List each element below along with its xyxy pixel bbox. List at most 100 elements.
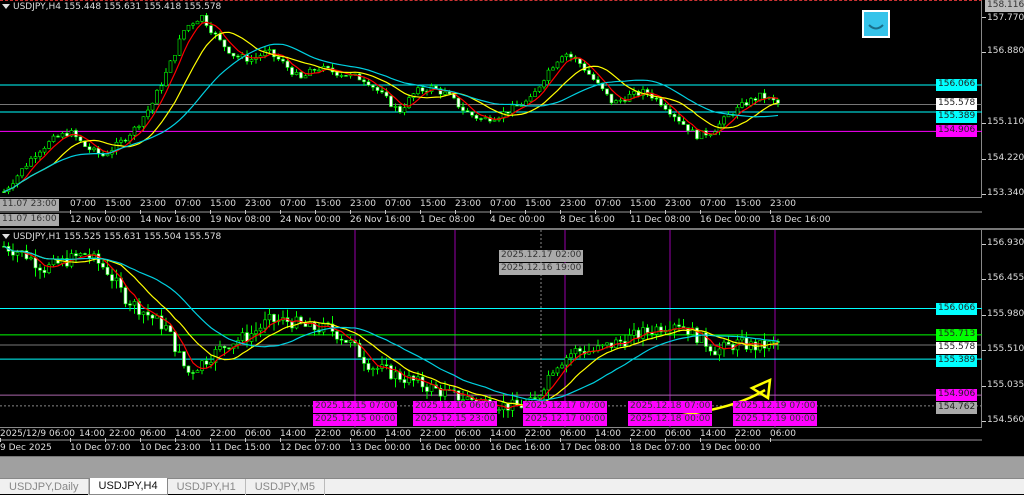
candle-body — [146, 311, 150, 316]
time-label: 23:00 — [245, 199, 271, 209]
candle-body — [78, 253, 83, 257]
candle-body — [344, 339, 348, 343]
moving-average-fast-line — [3, 21, 779, 193]
vertical-line-time-tag: 2025.12.16 06:00 — [413, 401, 498, 413]
time-tick — [735, 438, 736, 442]
collapse-triangle-icon[interactable] — [2, 4, 10, 9]
candle-body — [555, 61, 560, 69]
candle-body — [65, 132, 69, 137]
time-label: 14:00 — [700, 429, 726, 439]
candle-body — [380, 90, 384, 93]
candle-body — [159, 315, 164, 330]
time-tick — [455, 210, 456, 214]
horizontal-scrollbar[interactable] — [0, 456, 1024, 478]
chart-tabs: USDJPY,Daily USDJPY,H4 USDJPY,H1 USDJPY,M5 — [0, 478, 1024, 495]
candle-body — [240, 332, 245, 341]
candle-body — [74, 253, 78, 257]
h4-plot-area[interactable] — [0, 0, 982, 198]
candle-body — [339, 338, 344, 341]
candle-body — [254, 330, 258, 334]
candle-body — [569, 353, 573, 359]
time-tick — [455, 438, 456, 442]
candle-body — [461, 399, 465, 401]
time-label: 06:00 — [455, 429, 481, 439]
candle-body — [231, 52, 236, 57]
candle-body — [537, 395, 542, 399]
time-tick — [525, 210, 526, 214]
candle-body — [641, 327, 645, 339]
candle-body — [132, 126, 137, 136]
h1-chart-panel[interactable]: USDJPY,H1 155.525 155.631 155.504 155.57… — [0, 228, 1024, 456]
tab-usdjpy-h4[interactable]: USDJPY,H4 — [88, 478, 168, 495]
time-tick — [700, 210, 701, 214]
cursor-time-tag: 11.07 23:00 — [0, 199, 59, 211]
time-tick — [385, 438, 386, 442]
candle-body — [227, 46, 231, 54]
candle-body — [204, 15, 209, 26]
tab-usdjpy-m5[interactable]: USDJPY,M5 — [246, 479, 326, 495]
candle-body — [299, 71, 303, 79]
price-level-tag: 155.389 — [936, 354, 978, 367]
candle-body — [308, 69, 312, 77]
candle-body — [537, 86, 542, 92]
candle-body — [402, 379, 407, 384]
candle-body — [546, 374, 551, 391]
time-tick — [735, 210, 736, 214]
time-label: 07:00 — [280, 199, 306, 209]
candle-body — [632, 329, 636, 336]
candle-body — [677, 324, 681, 327]
candle-body — [510, 399, 515, 411]
price-tick — [982, 314, 986, 316]
time-label: 23:00 — [455, 199, 481, 209]
h4-chart-panel[interactable]: USDJPY,H4 155.448 155.631 155.418 155.57… — [0, 0, 1024, 228]
candle-body — [164, 325, 168, 330]
time-label: 14:00 — [79, 429, 105, 439]
candle-body — [744, 102, 749, 106]
candle-body — [420, 376, 425, 388]
candle-body — [659, 326, 663, 333]
tab-usdjpy-daily[interactable]: USDJPY,Daily — [0, 479, 89, 495]
candle-body — [78, 136, 83, 142]
candle-body — [294, 71, 299, 75]
date-label: 16 Dec 00:00 — [420, 443, 481, 453]
time-label: 23:00 — [140, 199, 166, 209]
time-label: 22:00 — [315, 429, 341, 439]
vertical-line-time-tag: 2025.12.15 23:00 — [413, 414, 498, 426]
candle-body — [51, 135, 56, 142]
candle-body — [456, 390, 461, 401]
candle-body — [618, 99, 623, 102]
time-tick — [560, 438, 561, 442]
candle-body — [15, 175, 20, 185]
candle-body — [177, 38, 182, 56]
candle-body — [132, 301, 137, 306]
collapse-triangle-icon[interactable] — [2, 234, 10, 239]
candle-body — [200, 360, 204, 371]
h1-plot-area[interactable] — [0, 230, 982, 428]
candle-body — [492, 119, 497, 122]
time-tick — [490, 438, 491, 442]
candle-body — [393, 371, 398, 380]
price-level-tag: 155.389 — [936, 111, 978, 124]
candle-body — [384, 91, 389, 97]
tab-usdjpy-h1[interactable]: USDJPY,H1 — [168, 479, 246, 495]
candle-body — [425, 386, 429, 392]
candle-body — [249, 59, 254, 62]
time-label: 06:00 — [350, 429, 376, 439]
candle-body — [371, 368, 375, 371]
candle-body — [236, 55, 240, 58]
candle-body — [474, 114, 479, 119]
candle-body — [209, 25, 213, 34]
h4-header-text: USDJPY,H4 155.448 155.631 155.418 155.57… — [13, 2, 222, 12]
candle-body — [69, 130, 74, 137]
time-tick — [105, 438, 106, 442]
candle-body — [704, 332, 708, 347]
candle-body — [479, 118, 483, 120]
time-tick — [175, 438, 176, 442]
time-label: 14:00 — [595, 429, 621, 439]
time-tick — [315, 210, 316, 214]
candle-body — [407, 375, 411, 384]
candle-body — [159, 85, 164, 91]
candle-body — [200, 15, 204, 22]
candle-body — [564, 53, 569, 58]
date-label: 9 Dec 2025 — [0, 443, 52, 453]
